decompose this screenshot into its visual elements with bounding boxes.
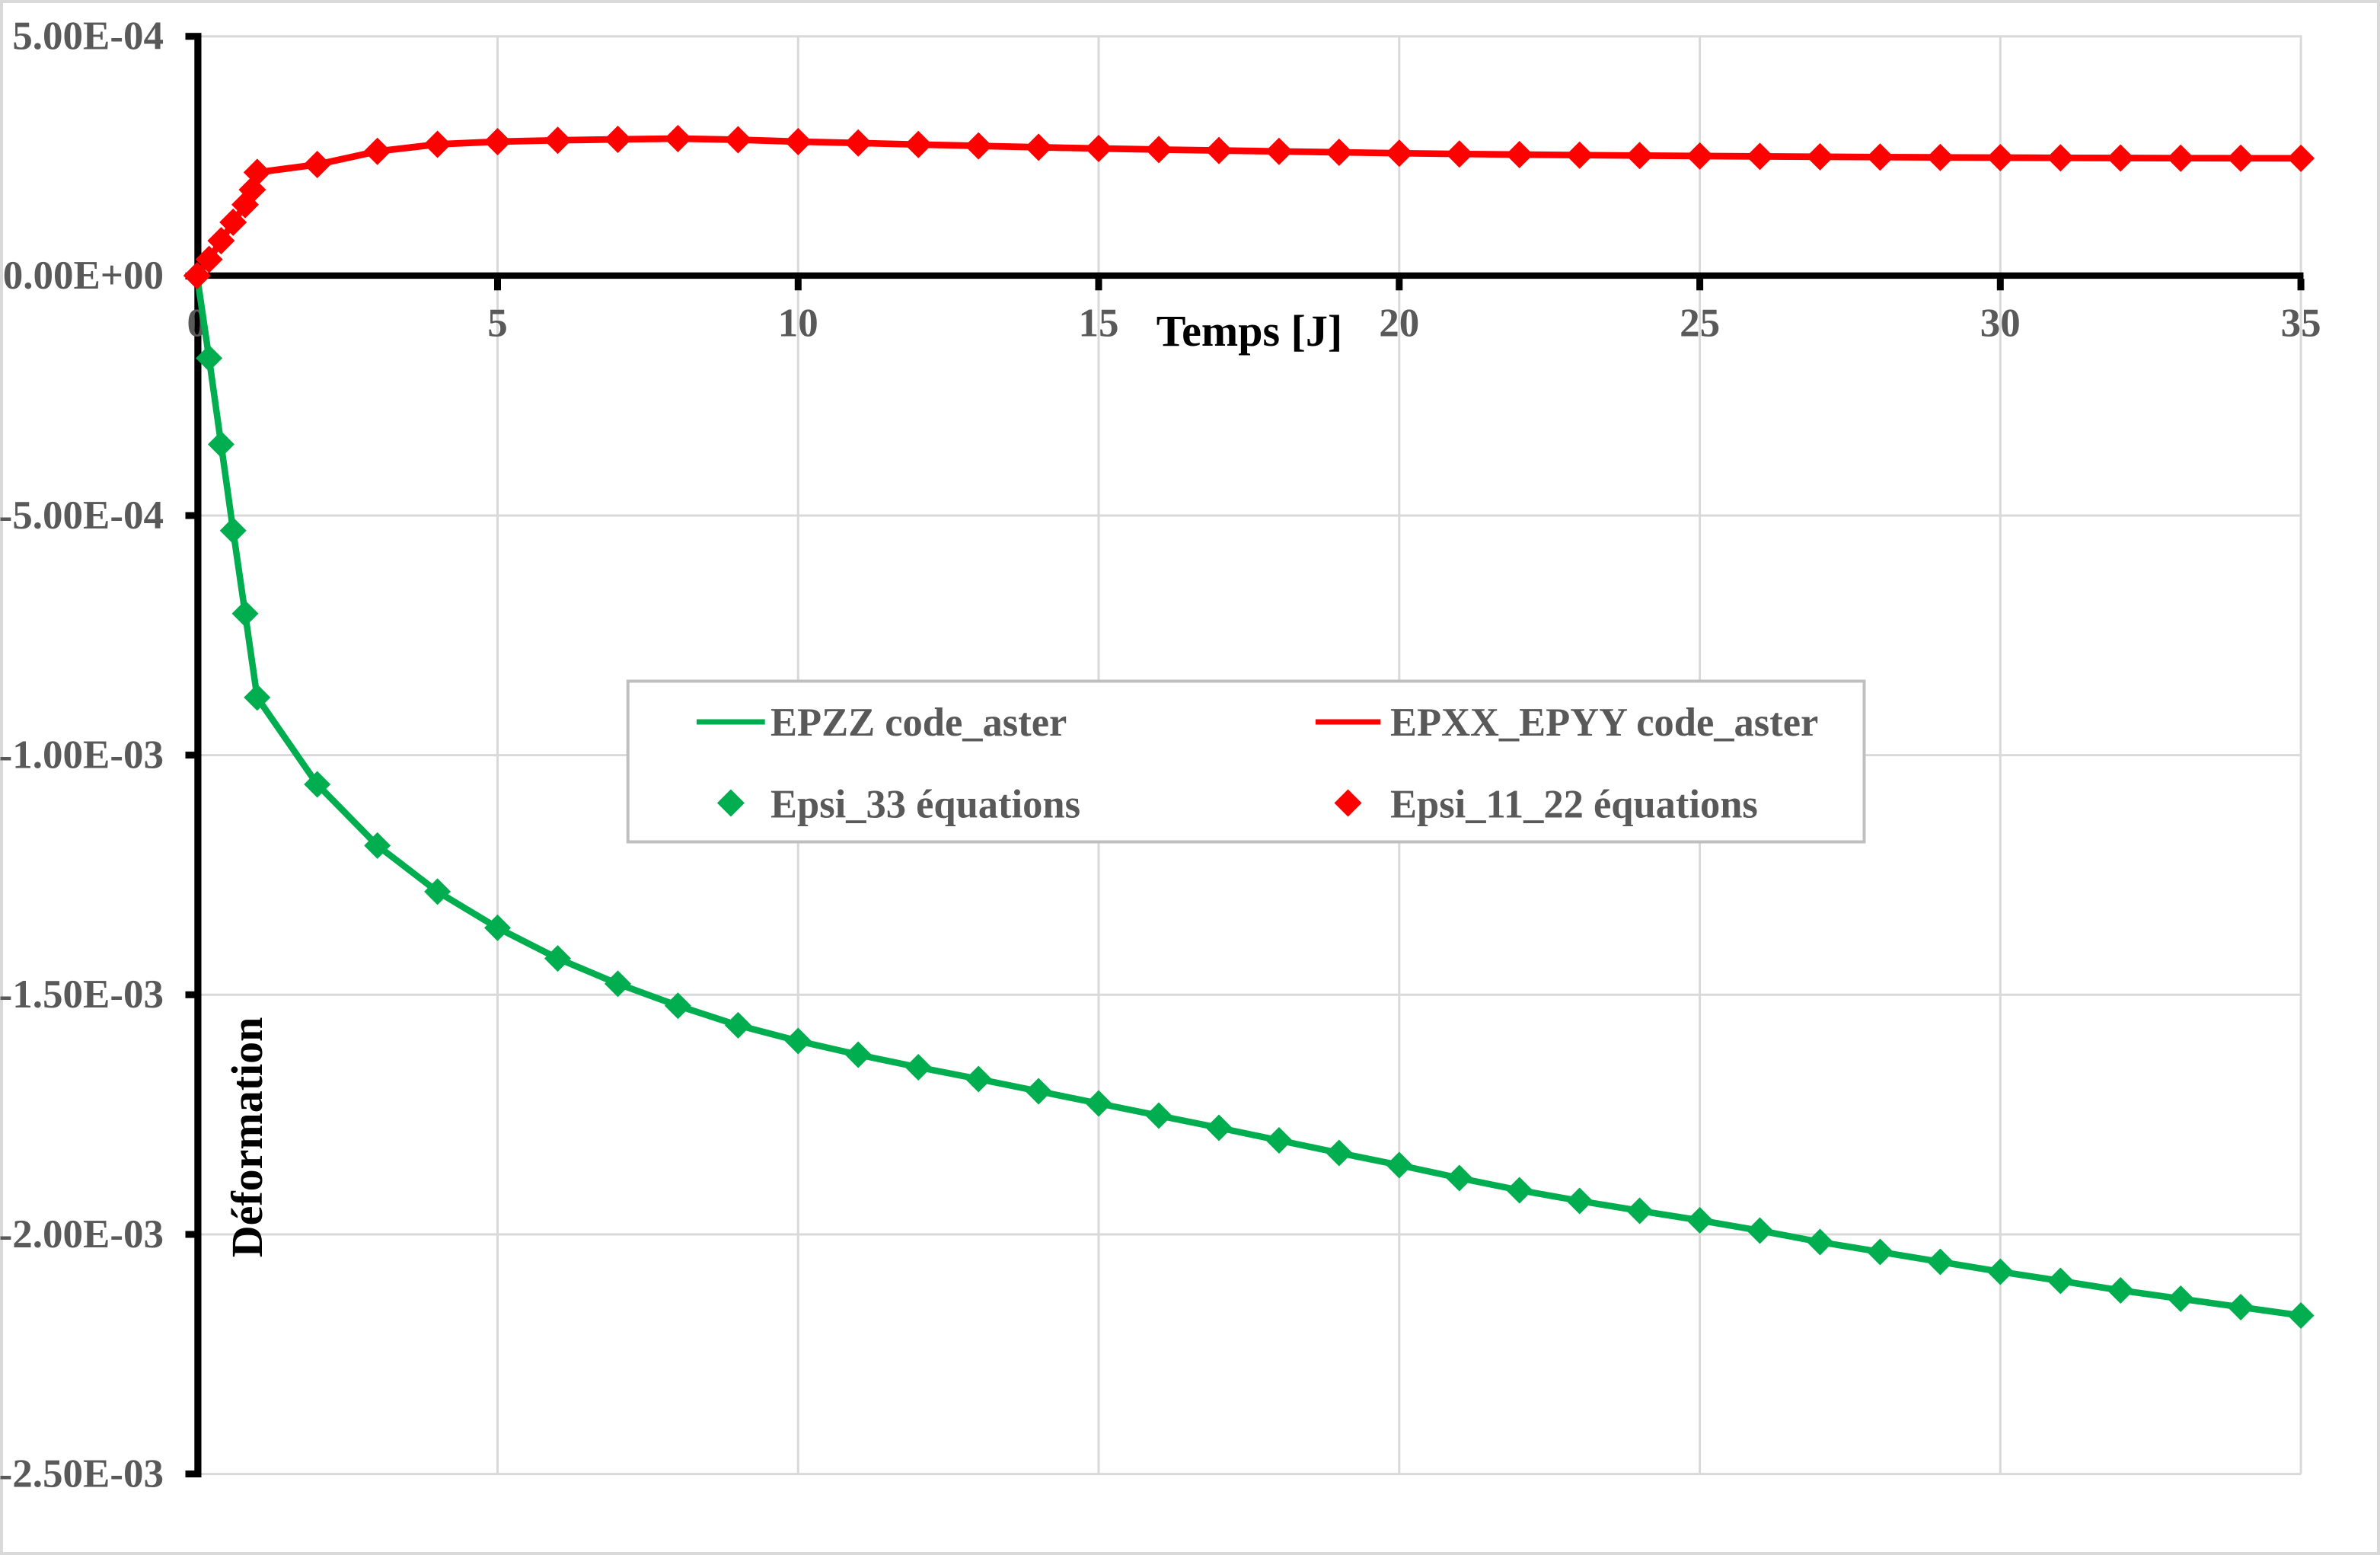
svg-text:10: 10: [778, 302, 818, 346]
svg-text:-1.00E-03: -1.00E-03: [0, 733, 164, 777]
svg-text:-5.00E-04: -5.00E-04: [0, 493, 164, 538]
svg-text:Epsi_33 équations: Epsi_33 équations: [770, 783, 1080, 827]
svg-text:5.00E-04: 5.00E-04: [12, 14, 164, 59]
svg-text:-2.00E-03: -2.00E-03: [0, 1212, 164, 1256]
svg-text:-2.50E-03: -2.50E-03: [0, 1451, 164, 1496]
svg-text:30: 30: [1980, 302, 2021, 346]
svg-text:0.00E+00: 0.00E+00: [3, 254, 164, 298]
svg-text:Epsi_11_22 équations: Epsi_11_22 équations: [1390, 783, 1758, 827]
svg-text:Temps [J]: Temps [J]: [1157, 306, 1342, 356]
svg-text:5: 5: [487, 302, 508, 346]
svg-text:15: 15: [1079, 302, 1119, 346]
svg-text:35: 35: [2281, 302, 2321, 346]
svg-text:Déformation: Déformation: [222, 1017, 272, 1258]
svg-text:EPXX_EPYY code_aster: EPXX_EPYY code_aster: [1390, 701, 1818, 745]
svg-text:20: 20: [1379, 302, 1419, 346]
svg-text:EPZZ code_aster: EPZZ code_aster: [770, 701, 1067, 745]
svg-text:25: 25: [1680, 302, 1720, 346]
svg-text:-1.50E-03: -1.50E-03: [0, 972, 164, 1017]
